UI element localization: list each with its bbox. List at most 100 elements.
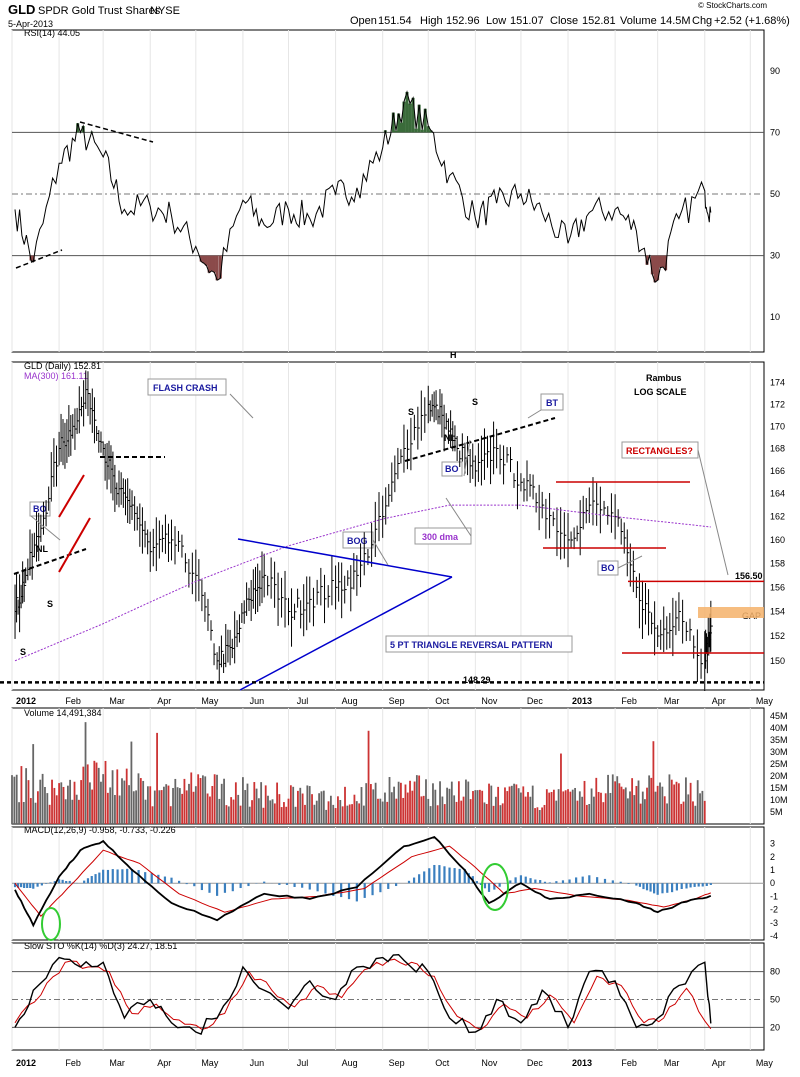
volume-bar <box>515 784 518 824</box>
price-y-tick: 164 <box>770 489 785 499</box>
volume-bar <box>220 783 223 824</box>
volume-bar <box>411 790 414 824</box>
volume-bar <box>25 768 28 824</box>
volume-bar <box>315 800 318 824</box>
volume-bar <box>576 800 579 824</box>
volume-bar <box>104 760 107 824</box>
macd-y-tick: 1 <box>770 865 775 875</box>
volume-bar <box>639 803 642 824</box>
volume-bar <box>578 791 581 824</box>
volume-bar <box>160 790 163 824</box>
volume-bar <box>151 806 154 824</box>
level-14829-label: 148.29 <box>463 675 491 685</box>
volume-y-tick: 40M <box>770 723 788 733</box>
sto-y-tick: 80 <box>770 967 780 977</box>
volume-bar <box>158 790 161 824</box>
volume-bar <box>618 783 621 824</box>
volume-bar <box>174 778 177 824</box>
volume-bar <box>358 803 361 824</box>
volume-bar <box>78 799 80 824</box>
volume-bar <box>490 785 493 824</box>
volume-bar <box>564 790 567 824</box>
volume-bar <box>593 796 595 824</box>
s-label-1: S <box>20 647 26 657</box>
volume-bar <box>659 782 661 824</box>
volume-bar <box>457 781 460 824</box>
volume-bar <box>137 773 140 824</box>
volume-y-tick: 35M <box>770 735 788 745</box>
volume-bar <box>390 792 393 824</box>
volume-bar <box>365 783 368 824</box>
callout-pointer <box>463 439 471 477</box>
volume-bars <box>11 722 706 824</box>
volume-bar <box>190 772 193 824</box>
volume-y-tick: 5M <box>770 807 783 817</box>
volume-bar <box>661 786 664 824</box>
rsi-panel-frame <box>11 29 765 353</box>
x-tick-label: Aug <box>342 696 358 706</box>
volume-bar <box>476 790 479 824</box>
volume-bar <box>614 781 617 824</box>
volume-bar <box>360 787 363 824</box>
volume-bar <box>227 806 230 824</box>
volume-bar <box>167 785 170 824</box>
price-y-tick: 170 <box>770 421 785 431</box>
x-tick-label: May <box>201 1058 219 1068</box>
x-tick-label: May <box>756 696 774 706</box>
volume-bar <box>132 791 135 824</box>
price-y-tick: 166 <box>770 466 785 476</box>
macd-title: MACD(12,26,9) -0.958, -0.733, -0.226 <box>24 825 176 835</box>
volume-bar <box>304 804 306 824</box>
volume-bar <box>550 792 553 824</box>
volume-bar <box>675 781 678 824</box>
volume-bar <box>204 776 207 824</box>
volume-bar <box>604 793 607 824</box>
volume-bar <box>656 785 659 824</box>
open-label: Open <box>350 15 377 27</box>
volume-bar <box>22 801 25 824</box>
volume-bar <box>71 799 74 824</box>
volume-bar <box>294 806 297 824</box>
volume-bar <box>58 783 60 824</box>
volume-bar <box>474 790 477 824</box>
volume-bar <box>53 787 56 824</box>
price-y-tick: 172 <box>770 399 785 409</box>
volume-bar <box>434 789 437 824</box>
volume-bar <box>450 781 453 824</box>
volume-bar <box>699 793 701 824</box>
volume-bar <box>687 794 690 824</box>
volume-bar <box>590 788 593 824</box>
volume-bar <box>499 805 502 824</box>
volume-bar <box>508 786 511 824</box>
volume-bar <box>199 778 202 824</box>
volume-bar <box>114 794 116 824</box>
bo-label-1: BO <box>33 504 47 514</box>
x-tick-label: 2013 <box>572 1058 592 1068</box>
volume-y-tick: 15M <box>770 783 788 793</box>
volume-bar <box>386 801 389 824</box>
x-tick-label: Feb <box>65 696 81 706</box>
volume-bar <box>46 793 49 824</box>
volume-bar <box>225 805 228 824</box>
volume-bar <box>292 786 295 824</box>
rsi-line <box>14 90 712 284</box>
s-label-3: S <box>408 407 414 417</box>
volume-bar <box>135 790 138 824</box>
volume-bar <box>522 786 525 824</box>
bt-box <box>540 393 564 411</box>
volume-bar <box>257 798 260 824</box>
volume-bar <box>370 784 372 824</box>
volume-bar <box>297 790 299 824</box>
volume-bar <box>680 803 683 824</box>
volume-bar <box>670 779 673 824</box>
volume-bar <box>494 796 497 824</box>
volume-bar <box>246 783 249 824</box>
volume-bar <box>32 744 35 824</box>
volume-bar <box>163 786 165 824</box>
volume-bar <box>130 741 133 824</box>
volume-y-tick: 30M <box>770 747 788 757</box>
bog-label: BOG <box>347 536 368 546</box>
volume-bar <box>91 789 94 824</box>
